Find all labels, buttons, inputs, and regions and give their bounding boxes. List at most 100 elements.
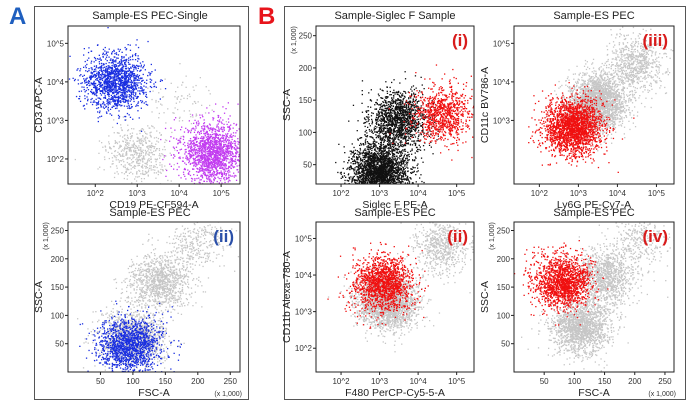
data-point: [118, 91, 120, 93]
data-point: [125, 152, 127, 154]
data-point: [85, 67, 87, 69]
data-point: [178, 174, 180, 177]
data-point: [207, 162, 209, 164]
data-point: [98, 54, 100, 56]
data-point: [134, 311, 137, 313]
data-point: [113, 66, 116, 68]
data-point: [126, 99, 128, 102]
data-point: [115, 316, 117, 318]
data-point: [195, 144, 197, 146]
data-point: [196, 148, 198, 151]
data-point: [225, 165, 227, 167]
data-point: [118, 87, 120, 89]
data-point: [89, 76, 91, 78]
data-point: [193, 160, 195, 162]
data-point: [134, 59, 137, 61]
data-point: [127, 101, 129, 103]
data-point: [117, 311, 119, 313]
data-point: [117, 319, 119, 321]
data-point: [137, 165, 139, 167]
data-point: [88, 80, 91, 83]
data-point: [138, 117, 140, 119]
data-point: [121, 95, 123, 97]
data-point: [88, 47, 90, 49]
data-point: [162, 301, 164, 303]
data-point: [214, 160, 216, 162]
data-point: [203, 154, 205, 156]
data-point: [102, 63, 104, 65]
data-point: [100, 79, 102, 81]
data-point: [130, 67, 132, 69]
data-point: [154, 169, 156, 171]
data-point: [131, 82, 133, 84]
data-point: [151, 353, 153, 355]
data-point: [165, 328, 168, 330]
data-point: [121, 308, 123, 310]
data-point: [107, 80, 109, 82]
data-point: [130, 330, 133, 332]
data-point: [223, 172, 226, 175]
data-point: [125, 99, 127, 102]
data-point: [150, 312, 152, 314]
data-point: [116, 327, 118, 329]
data-point: [170, 82, 172, 84]
data-point: [110, 148, 112, 150]
data-point: [154, 337, 157, 339]
data-point: [104, 73, 106, 75]
data-point: [217, 160, 219, 162]
data-point: [115, 325, 117, 327]
data-point: [130, 95, 132, 97]
data-point: [121, 82, 124, 84]
data-point: [92, 91, 95, 93]
data-point: [188, 149, 190, 152]
data-point: [124, 84, 126, 86]
data-point: [138, 142, 141, 144]
data-point: [107, 151, 109, 154]
data-point: [220, 140, 222, 142]
data-point: [147, 185, 148, 186]
data-point: [127, 85, 129, 88]
data-point: [136, 347, 139, 349]
data-point: [112, 105, 114, 107]
data-point: [221, 158, 223, 160]
data-point: [106, 75, 108, 77]
data-point: [215, 155, 217, 157]
data-point: [198, 177, 200, 179]
data-point: [208, 163, 210, 165]
data-point: [130, 95, 132, 97]
data-point: [198, 181, 200, 183]
data-point: [226, 145, 228, 147]
data-point: [162, 334, 165, 336]
data-point: [121, 363, 123, 365]
data-point: [135, 176, 137, 178]
data-point: [95, 311, 97, 313]
data-point: [149, 85, 152, 88]
data-point: [185, 157, 187, 159]
data-point: [120, 84, 122, 86]
data-point: [165, 330, 167, 332]
data-point: [154, 69, 156, 71]
data-point: [149, 348, 151, 350]
data-point: [125, 141, 127, 143]
data-point: [194, 163, 196, 165]
data-point: [106, 81, 109, 83]
data-point: [130, 150, 132, 153]
data-point: [145, 324, 147, 326]
data-point: [106, 99, 108, 101]
data-point: [130, 90, 132, 92]
data-point: [222, 131, 224, 133]
data-point: [107, 101, 110, 103]
data-point: [231, 138, 233, 141]
data-point: [80, 82, 82, 85]
data-point: [145, 86, 147, 88]
data-point: [217, 141, 219, 143]
data-point: [123, 83, 126, 85]
data-point: [100, 66, 103, 68]
data-point: [194, 138, 196, 140]
data-point: [141, 87, 143, 89]
data-point: [107, 82, 109, 84]
data-point: [152, 324, 154, 326]
data-point: [110, 341, 112, 343]
data-point: [111, 84, 113, 86]
data-point: [223, 144, 225, 146]
